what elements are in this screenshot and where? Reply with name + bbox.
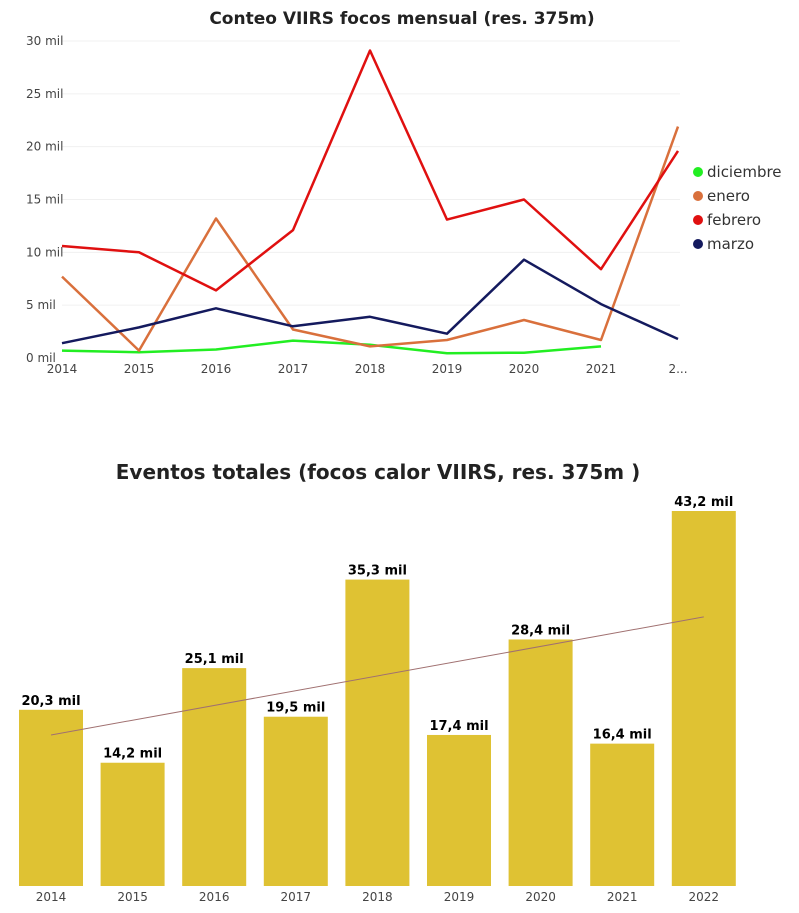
x-tick-label: 2019 [432, 362, 463, 376]
bar-2022 [671, 511, 736, 886]
line-chart-title: Conteo VIIRS focos mensual (res. 375m) [209, 9, 594, 29]
monthly-line-chart: Conteo VIIRS focos mensual (res. 375m) 0… [26, 9, 782, 376]
bar-2014 [19, 709, 83, 886]
bar-2019 [427, 734, 491, 886]
x-tick-label: 2015 [117, 890, 148, 904]
bar-2020 [508, 639, 573, 886]
x-tick-label: 2018 [362, 890, 393, 904]
legend-label-diciembre: diciembre [707, 163, 782, 181]
x-tick-label: 2016 [201, 362, 232, 376]
series-line-enero [61, 126, 680, 352]
series-line-diciembre [61, 339, 602, 355]
series-line-marzo [61, 258, 679, 345]
series-lines [61, 49, 680, 355]
legend-marker-diciembre [693, 167, 703, 177]
legend-marker-enero [693, 191, 703, 201]
legend-label-marzo: marzo [707, 235, 754, 253]
data-label-2022: 43,2 mil [674, 495, 733, 510]
trend-line [50, 616, 704, 736]
bar-2018 [345, 579, 410, 886]
y-tick-label: 20 mil [26, 140, 63, 154]
x-tick-label: 2022 [689, 890, 720, 904]
bar-2017 [263, 716, 328, 886]
bar-2021 [590, 743, 655, 886]
y-tick-label: 15 mil [26, 193, 63, 207]
annual-bar-chart: Eventos totales (focos calor VIIRS, res.… [19, 460, 736, 904]
x-tick-label: 2014 [47, 362, 78, 376]
bar-chart-title: Eventos totales (focos calor VIIRS, res.… [116, 460, 640, 484]
x-tick-label: 2020 [509, 362, 540, 376]
x-axis: 2014 2015 2016 2017 2018 2019 2020 2021 2022 [36, 890, 719, 904]
data-label-2015: 14,2 mil [103, 747, 162, 762]
y-tick-label: 25 mil [26, 87, 63, 101]
x-tick-label: 2017 [281, 890, 312, 904]
y-tick-label: 30 mil [26, 34, 63, 48]
bars [19, 511, 736, 886]
y-axis: 0 mil 5 mil 10 mil 15 mil 20 mil 25 mil 30 mil [26, 34, 680, 365]
x-tick-label: 2015 [124, 362, 155, 376]
data-label-2017: 19,5 mil [266, 701, 325, 716]
bar-2016 [182, 668, 247, 886]
y-tick-label: 0 mil [26, 351, 56, 365]
x-tick-label: 2021 [607, 890, 638, 904]
bar-2015 [100, 762, 165, 886]
data-label-2019: 17,4 mil [429, 719, 488, 734]
legend-label-enero: enero [707, 187, 750, 205]
legend: diciembre enero febrero marzo [693, 163, 782, 253]
trendline [50, 616, 704, 736]
data-labels: 20,3 mil 14,2 mil 25,1 mil 19,5 mil 35,3 mil… [21, 495, 733, 762]
data-label-2021: 16,4 mil [593, 728, 652, 743]
x-tick-label: 2020 [525, 890, 556, 904]
y-tick-label: 10 mil [26, 245, 63, 259]
x-tick-label: 2017 [278, 362, 309, 376]
data-label-2018: 35,3 mil [348, 564, 407, 579]
series-line-febrero [61, 49, 680, 292]
x-tick-label: 2019 [444, 890, 475, 904]
data-label-2020: 28,4 mil [511, 623, 570, 638]
legend-marker-febrero [693, 215, 703, 225]
x-tick-label: 2021 [586, 362, 617, 376]
legend-marker-marzo [693, 239, 703, 249]
data-label-2014: 20,3 mil [21, 694, 80, 709]
x-tick-label: 2... [668, 362, 687, 376]
legend-label-febrero: febrero [707, 211, 761, 229]
x-tick-label: 2018 [355, 362, 386, 376]
data-label-2016: 25,1 mil [185, 652, 244, 667]
x-tick-label: 2014 [36, 890, 67, 904]
x-tick-label: 2016 [199, 890, 230, 904]
x-axis: 2014 2015 2016 2017 2018 2019 2020 2021 2... [47, 362, 688, 376]
y-tick-label: 5 mil [26, 298, 56, 312]
